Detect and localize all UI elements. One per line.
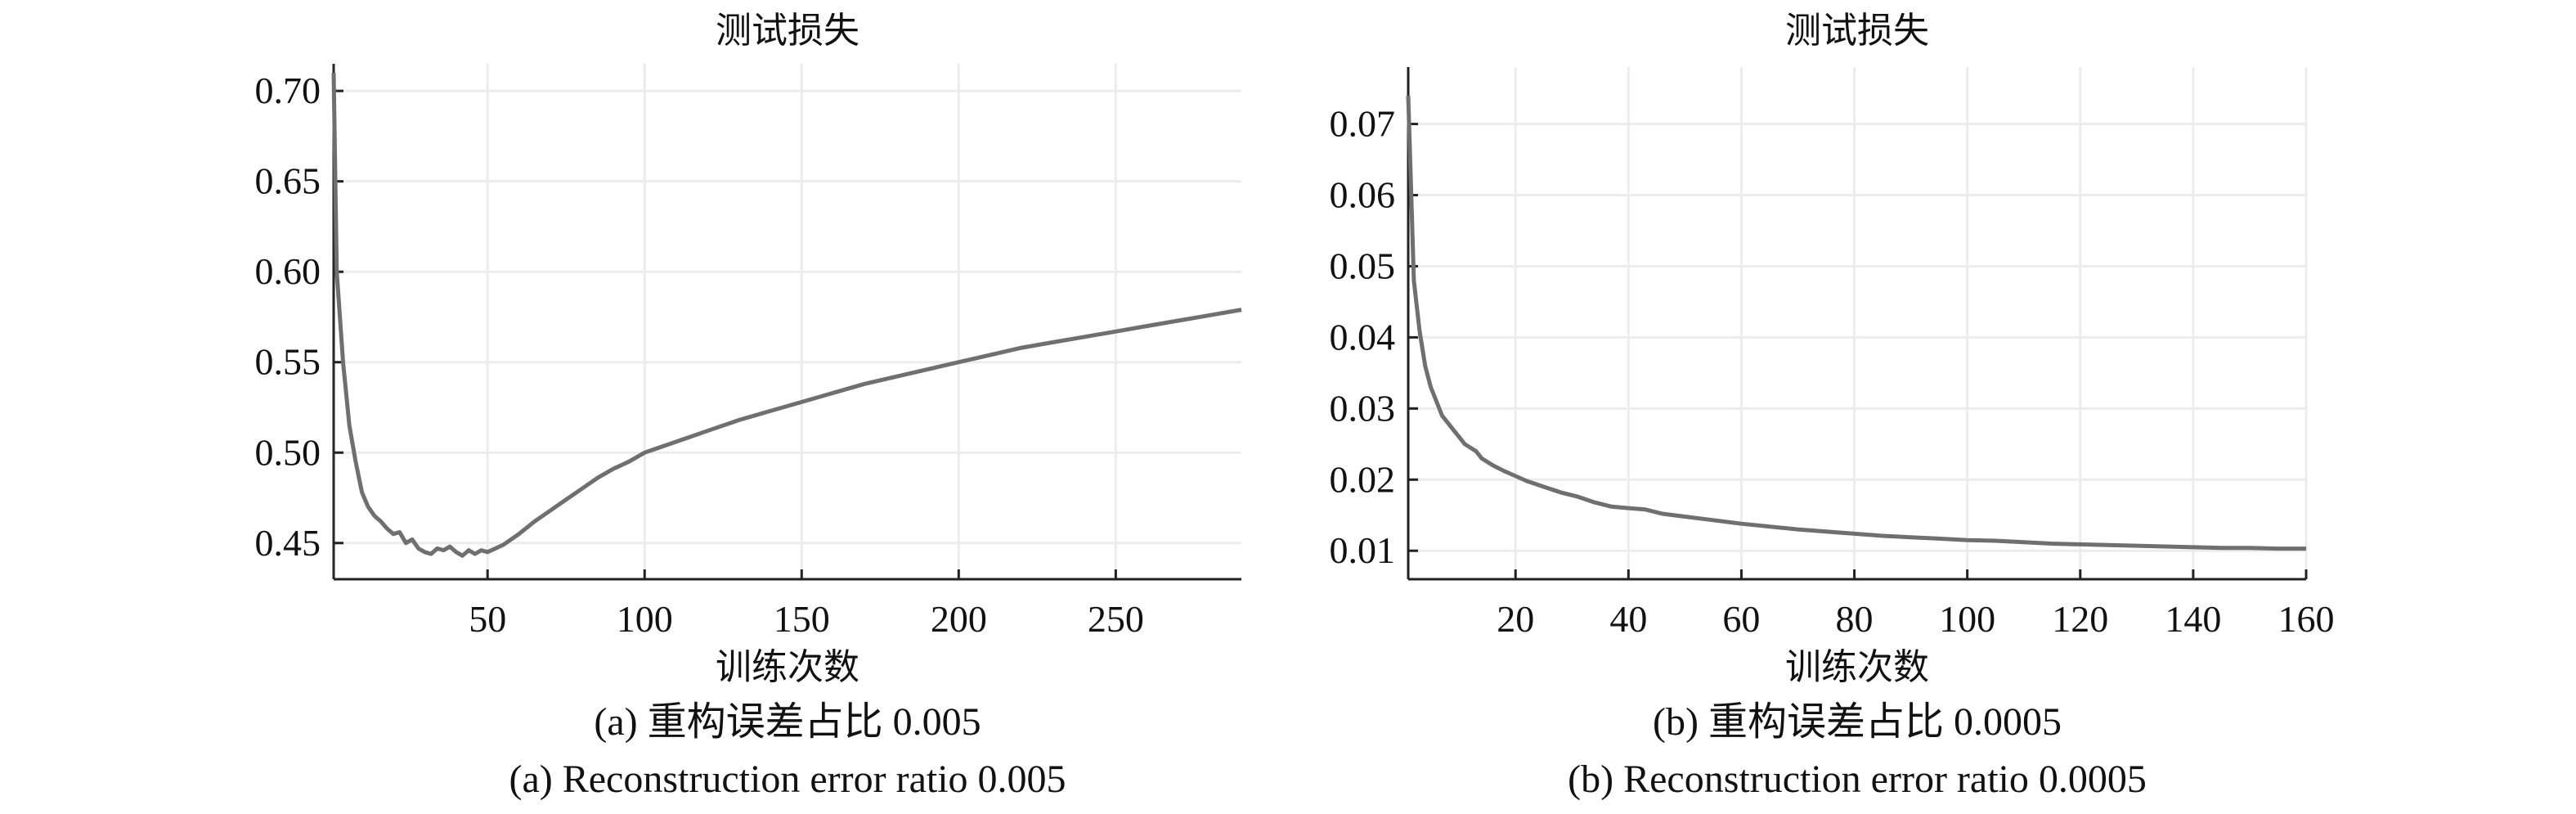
y-tick-label: 0.60 bbox=[255, 250, 321, 292]
x-tick-label: 150 bbox=[774, 598, 830, 640]
y-tick-label: 0.06 bbox=[1330, 174, 1396, 216]
y-tick-label: 0.70 bbox=[255, 70, 321, 111]
caption-english: (b) Reconstruction error ratio 0.0005 bbox=[1568, 758, 2147, 801]
y-tick-label: 0.01 bbox=[1330, 529, 1396, 571]
caption-english: (a) Reconstruction error ratio 0.005 bbox=[509, 758, 1066, 801]
caption-chinese: (a) 重构误差占比 0.005 bbox=[594, 700, 981, 744]
x-tick-label: 160 bbox=[2278, 598, 2335, 640]
y-tick-label: 0.55 bbox=[255, 341, 321, 383]
x-tick-label: 140 bbox=[2165, 598, 2221, 640]
chart-title: 测试损失 bbox=[1785, 10, 1929, 52]
y-tick-label: 0.07 bbox=[1330, 103, 1396, 145]
x-tick-label: 60 bbox=[1722, 598, 1760, 640]
x-tick-label: 100 bbox=[617, 598, 673, 640]
caption-chinese: (b) 重构误差占比 0.0005 bbox=[1653, 700, 2062, 744]
y-tick-label: 0.02 bbox=[1330, 458, 1396, 500]
x-tick-label: 80 bbox=[1836, 598, 1874, 640]
y-tick-label: 0.04 bbox=[1330, 316, 1396, 358]
panel-a: 50 100 150 200 250 0.45 0.50 0.55 0.60 0.65 0.70 测试… bbox=[255, 10, 1242, 801]
y-tick-label: 0.45 bbox=[255, 522, 321, 564]
chart-title: 测试损失 bbox=[716, 10, 859, 52]
y-tick-label: 0.65 bbox=[255, 160, 321, 202]
x-tick-label: 50 bbox=[469, 598, 506, 640]
x-axis-label: 训练次数 bbox=[1785, 646, 1929, 688]
x-tick-label: 250 bbox=[1088, 598, 1144, 640]
x-tick-label: 40 bbox=[1609, 598, 1647, 640]
x-tick-label: 100 bbox=[1939, 598, 1995, 640]
y-tick-label: 0.05 bbox=[1330, 245, 1396, 286]
y-tick-label: 0.50 bbox=[255, 431, 321, 473]
x-axis-label: 训练次数 bbox=[716, 646, 859, 688]
x-tick-label: 20 bbox=[1497, 598, 1534, 640]
panel-b: 20 40 60 80 100 120 140 160 0.01 0.02 0.03 0.04 0.05… bbox=[1330, 10, 2335, 801]
series-line bbox=[1406, 95, 2306, 551]
x-tick-label: 200 bbox=[931, 598, 987, 640]
series-line bbox=[331, 73, 1242, 558]
x-tick-label: 120 bbox=[2052, 598, 2108, 640]
y-tick-label: 0.03 bbox=[1330, 387, 1396, 429]
